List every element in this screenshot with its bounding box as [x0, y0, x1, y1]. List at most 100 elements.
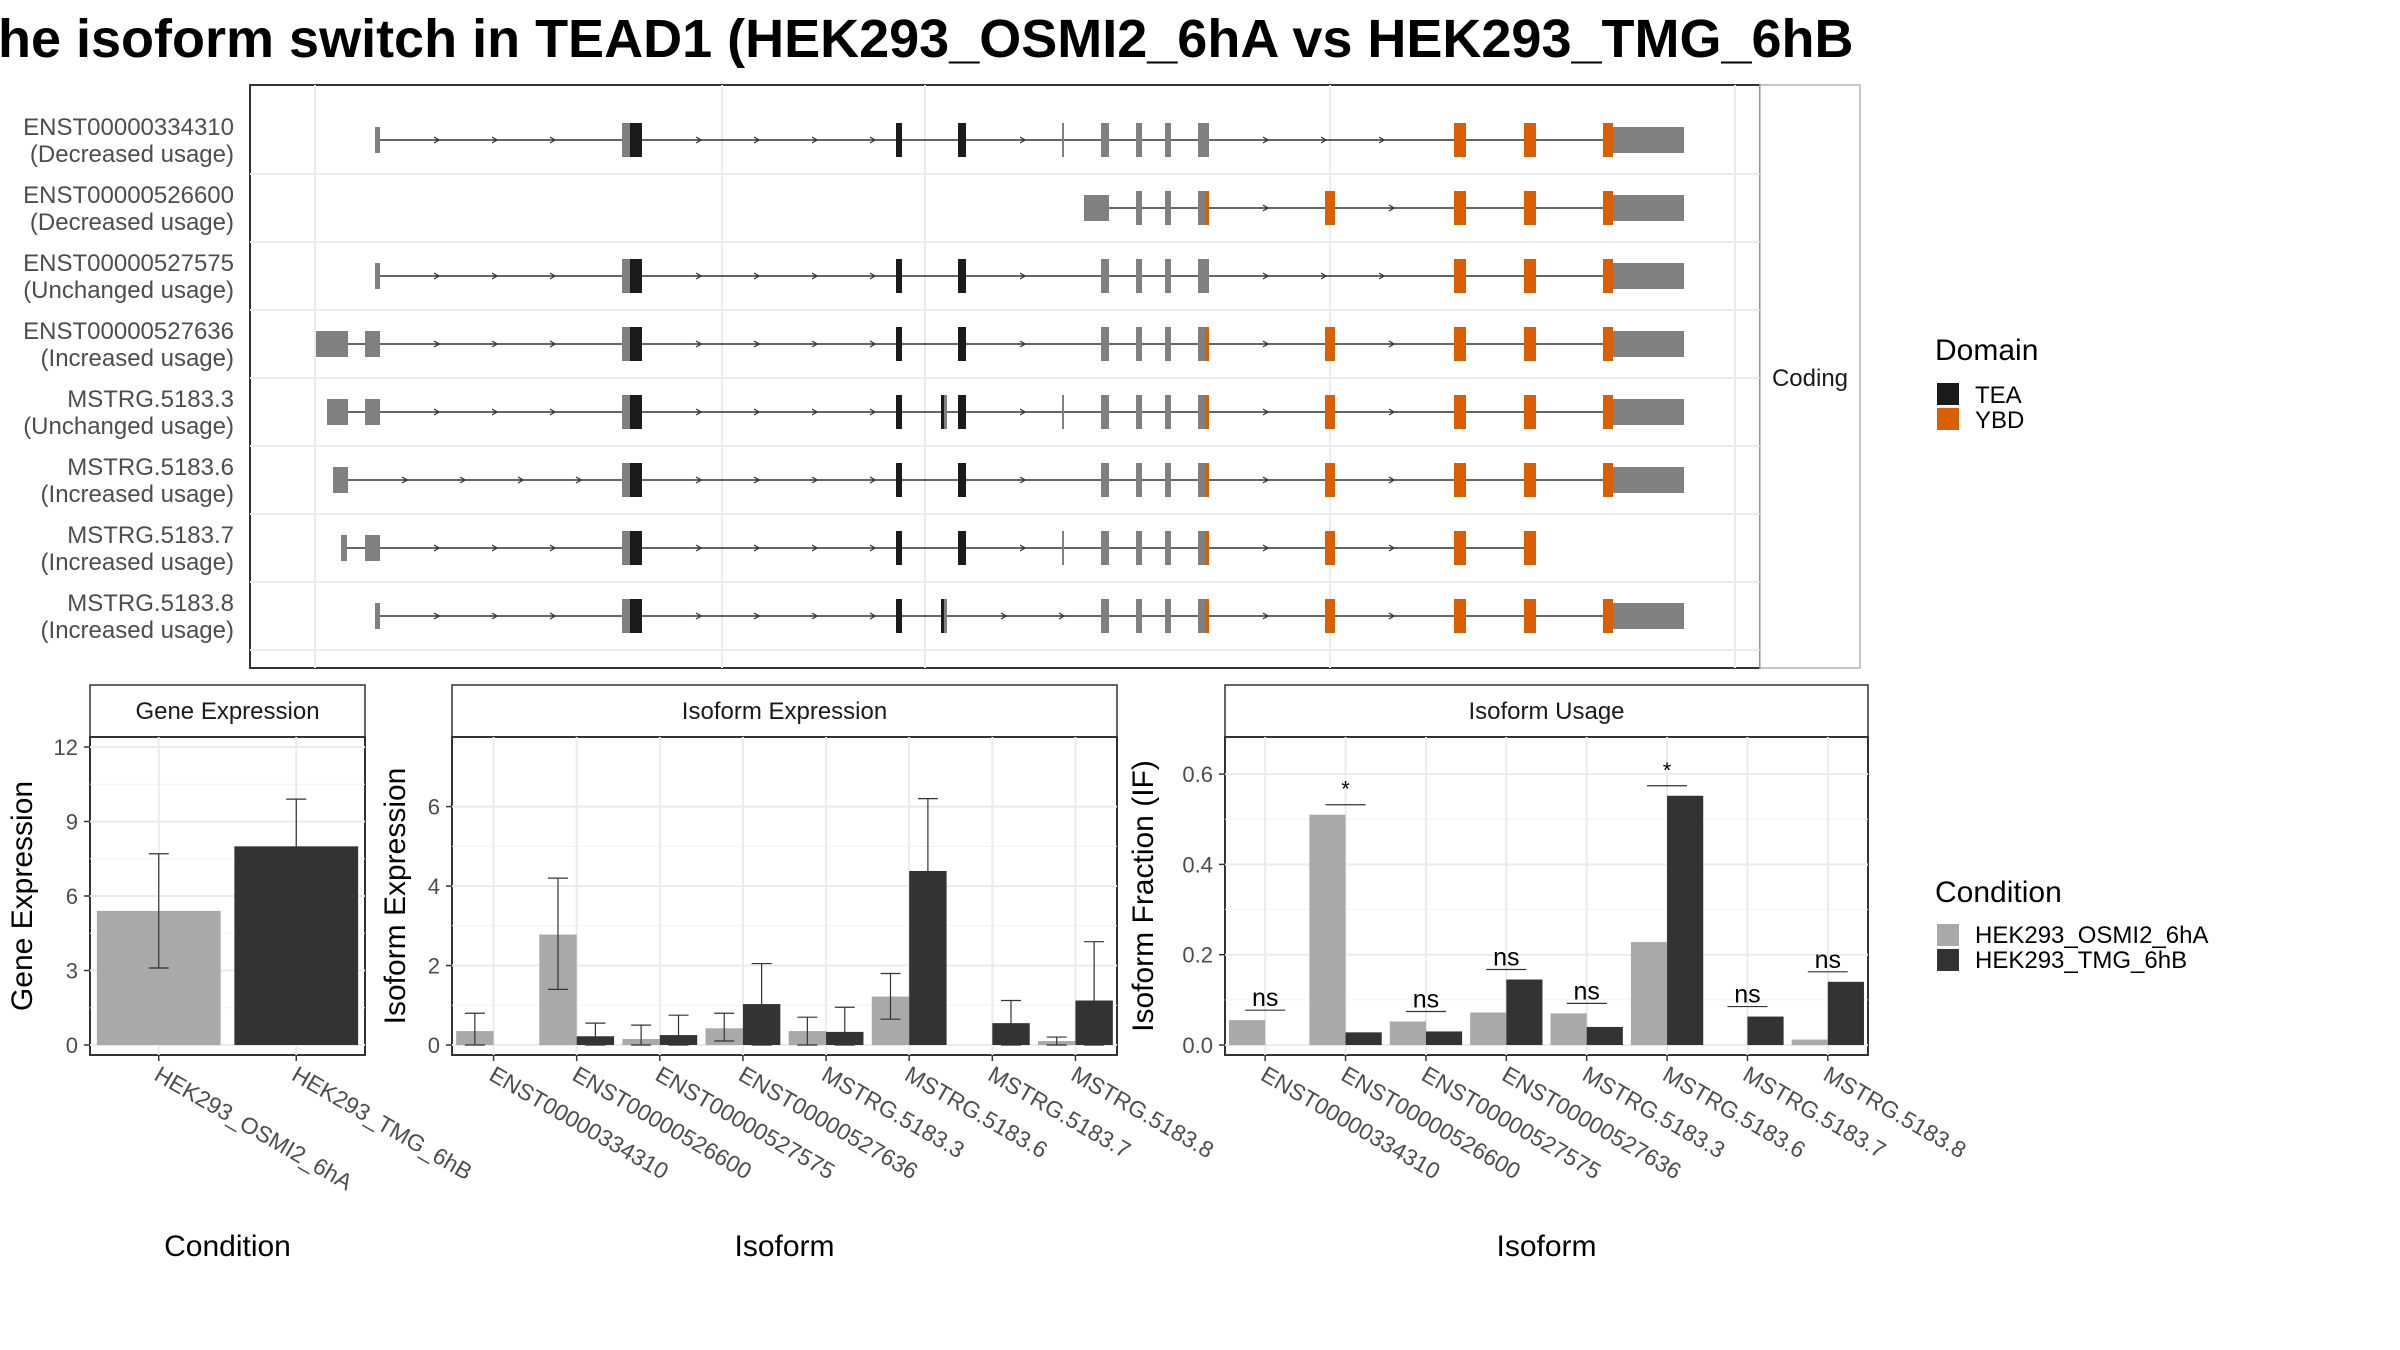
y-tick-label: 4	[428, 874, 440, 899]
direction-arrow	[1019, 544, 1027, 552]
strip-label: Coding	[1772, 365, 1848, 392]
tea-domain	[630, 531, 642, 565]
direction-arrow	[869, 544, 877, 552]
bar	[1470, 1012, 1507, 1045]
direction-arrow	[869, 340, 877, 348]
transcript-usage-label: (Unchanged usage)	[23, 413, 234, 440]
exon	[333, 467, 348, 493]
direction-arrow	[1388, 408, 1396, 416]
utr-segment	[622, 467, 630, 493]
bar	[1309, 814, 1346, 1045]
gene-expression-panel: Gene Expression036912HEK293_OSMI2_6hAHEK…	[6, 684, 477, 1263]
bar	[1506, 979, 1543, 1045]
transcript-id-label: ENST00000526600	[23, 182, 234, 209]
transcript-usage-label: (Decreased usage)	[30, 209, 234, 236]
ybd-domain	[1603, 123, 1613, 157]
direction-arrow	[753, 476, 761, 484]
exon	[1524, 599, 1536, 633]
legend-label: TEA	[1975, 382, 2022, 409]
y-tick-label: 12	[54, 735, 78, 760]
exon	[1198, 599, 1209, 633]
direction-arrow	[753, 544, 761, 552]
exon	[1524, 327, 1536, 361]
y-tick-label: 3	[66, 959, 78, 984]
exon	[1136, 123, 1142, 157]
ybd-domain-edge	[1205, 599, 1209, 633]
exon	[958, 327, 966, 361]
direction-arrow	[695, 476, 703, 484]
ybd-domain-edge	[1205, 531, 1209, 565]
transcript-id-label: ENST00000527636	[23, 318, 234, 345]
exon	[1325, 531, 1335, 565]
direction-arrow	[695, 544, 703, 552]
direction-arrow	[491, 272, 499, 280]
direction-arrow	[1320, 272, 1328, 280]
utr-segment	[622, 603, 630, 629]
y-tick-label: 0.0	[1182, 1033, 1213, 1058]
significance-label: ns	[1815, 946, 1841, 974]
strip-background	[451, 684, 1118, 738]
exon	[1165, 327, 1171, 361]
direction-arrow	[811, 136, 819, 144]
exon	[1101, 123, 1109, 157]
direction-arrow	[1262, 612, 1270, 620]
exon	[1165, 463, 1171, 497]
transcript-usage-label: (Unchanged usage)	[23, 277, 234, 304]
exon	[1454, 123, 1466, 157]
bar	[1630, 942, 1668, 1045]
legend-label: HEK293_TMG_6hB	[1975, 947, 2187, 974]
exon	[896, 599, 902, 633]
direction-arrow	[1262, 408, 1270, 416]
direction-arrow	[433, 612, 441, 620]
ybd-domain	[1603, 259, 1613, 293]
y-axis-title: Gene Expression	[6, 781, 39, 1011]
direction-arrow	[401, 476, 409, 484]
ybd-domain	[1603, 395, 1613, 429]
exon	[1165, 599, 1171, 633]
direction-arrow	[811, 272, 819, 280]
direction-arrow	[433, 408, 441, 416]
x-axis-title: Isoform	[1496, 1230, 1596, 1263]
exon	[1325, 599, 1335, 633]
transcript-usage-label: (Increased usage)	[41, 345, 234, 372]
direction-arrow	[549, 612, 557, 620]
exon	[1165, 191, 1171, 225]
exon	[1198, 463, 1209, 497]
transcript-id-label: MSTRG.5183.6	[67, 454, 234, 481]
direction-arrow	[1262, 272, 1270, 280]
exon	[1198, 191, 1209, 225]
x-tick-label: MSTRG.5183.6	[901, 1061, 1052, 1163]
direction-arrow	[1262, 136, 1270, 144]
legend-key	[1937, 383, 1959, 405]
direction-arrow	[695, 272, 703, 280]
exon	[1454, 191, 1466, 225]
ybd-domain	[1603, 463, 1613, 497]
y-tick-label: 0	[66, 1033, 78, 1058]
direction-arrow	[517, 476, 525, 484]
ybd-domain-edge	[1205, 463, 1209, 497]
exon	[341, 535, 347, 561]
direction-arrow	[695, 612, 703, 620]
exon	[958, 463, 966, 497]
exon	[896, 327, 902, 361]
exon	[1603, 603, 1684, 629]
direction-arrow	[869, 408, 877, 416]
transcript-usage-label: (Increased usage)	[41, 549, 234, 576]
direction-arrow	[1058, 612, 1066, 620]
exon	[375, 263, 380, 289]
exon	[896, 531, 902, 565]
bar	[1229, 1020, 1266, 1045]
panel-background	[249, 84, 1761, 669]
exon	[1603, 467, 1684, 493]
direction-arrow	[491, 136, 499, 144]
transcript-usage-label: (Increased usage)	[41, 617, 234, 644]
direction-arrow	[433, 340, 441, 348]
strip-label: Isoform Expression	[682, 698, 887, 725]
exon	[1136, 463, 1142, 497]
direction-arrow	[433, 272, 441, 280]
exon	[1325, 395, 1335, 429]
exon	[1101, 259, 1109, 293]
tea-domain	[630, 123, 642, 157]
exon	[1136, 599, 1142, 633]
